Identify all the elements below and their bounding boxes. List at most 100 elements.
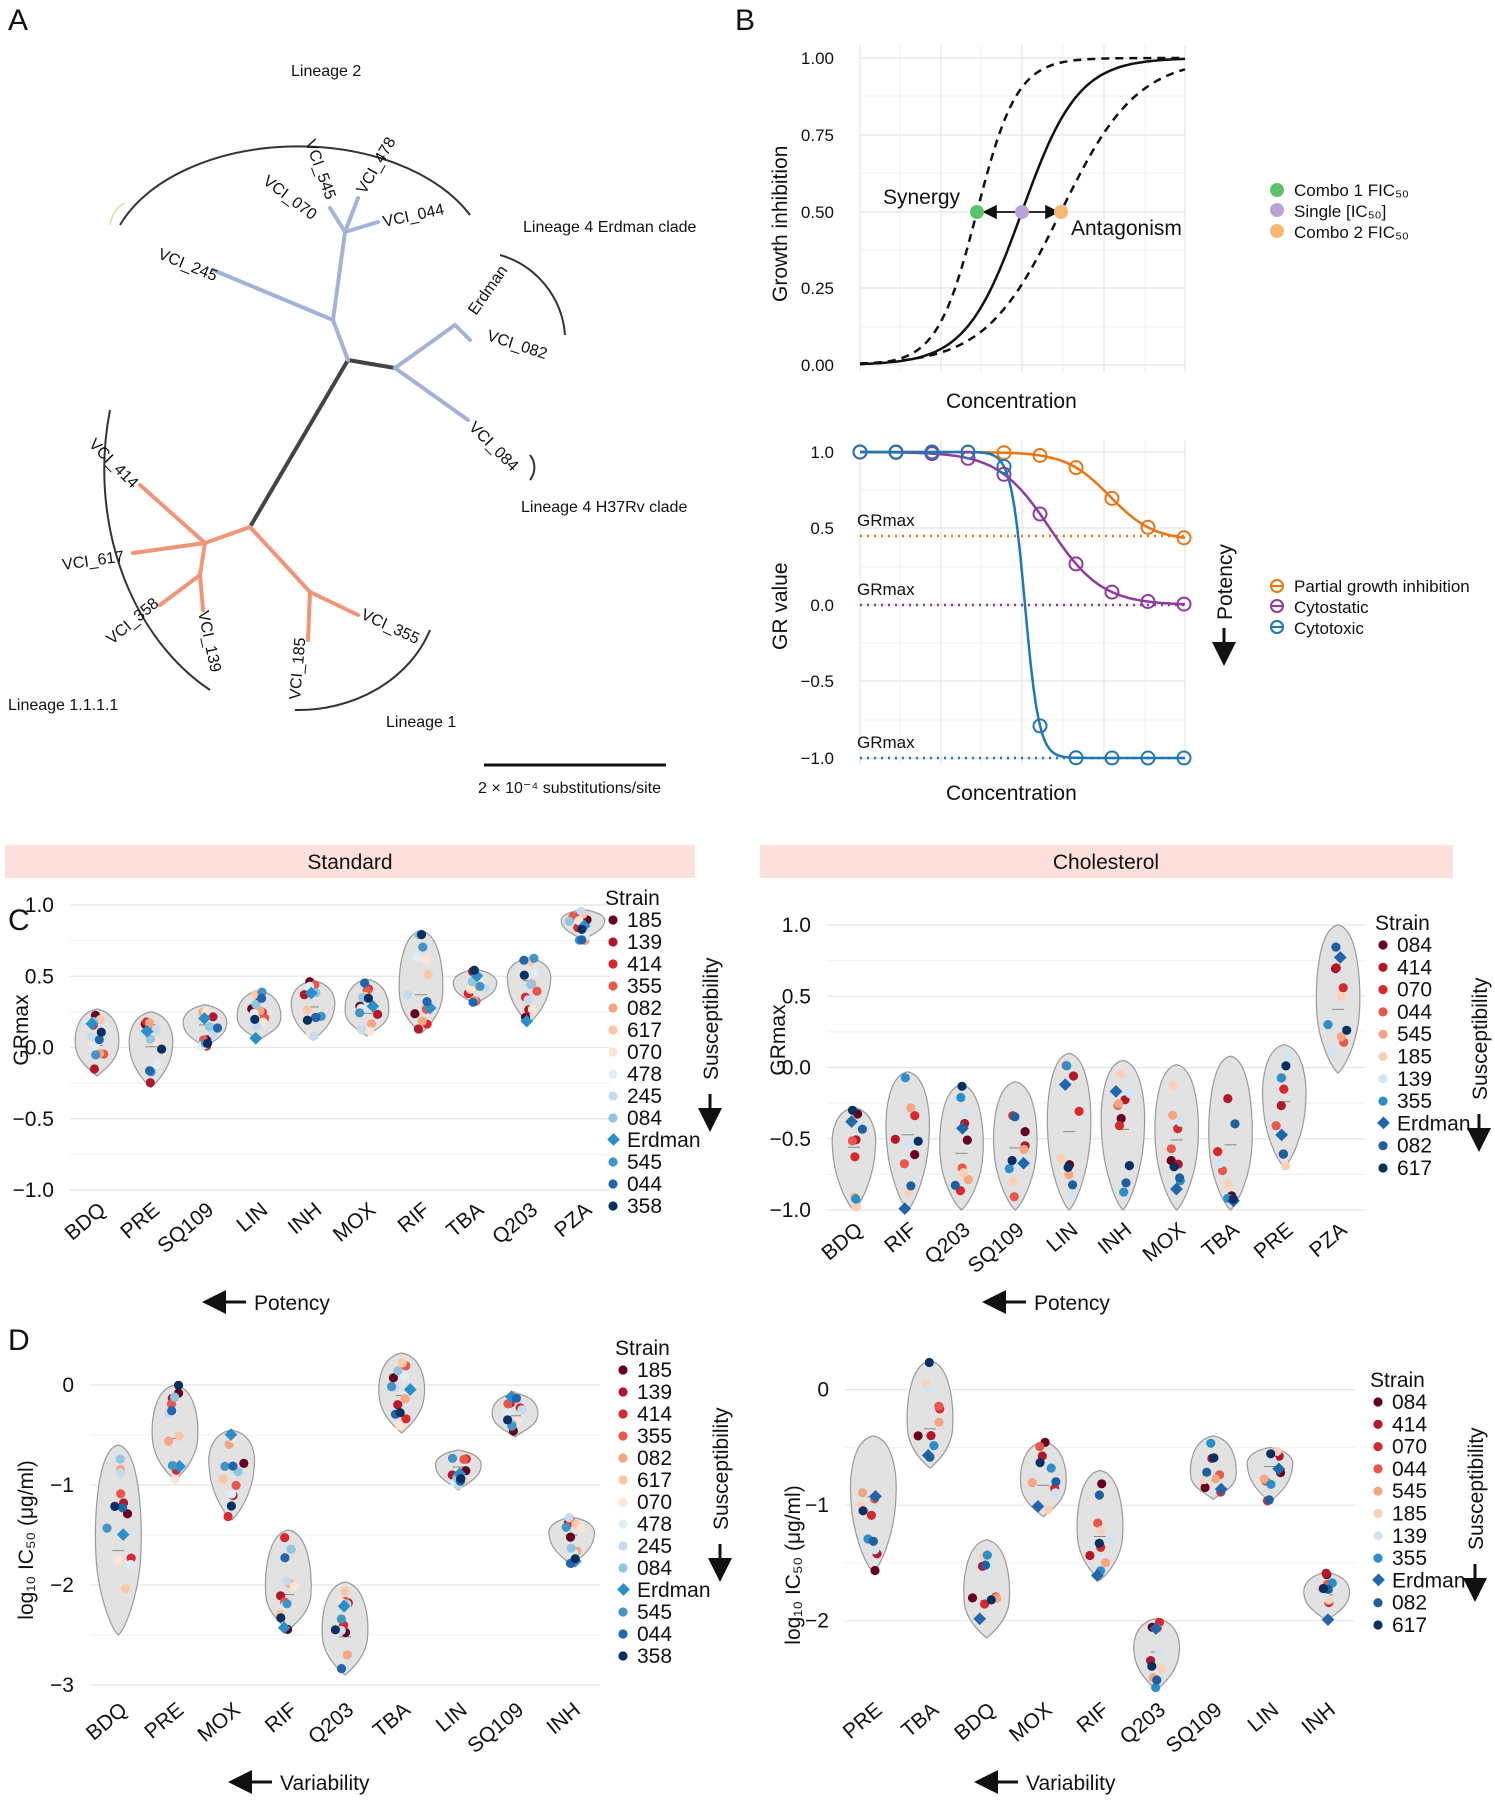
strain-point: [400, 1394, 410, 1404]
xtick-label: MOX: [1005, 1698, 1056, 1746]
strain-point: [1200, 1482, 1210, 1493]
strain-point: [145, 1034, 155, 1044]
strain-point: [565, 1532, 576, 1542]
strain-point: [850, 1152, 860, 1162]
strain-legend-label: 617: [1397, 1157, 1432, 1180]
strain-legend-icon: [1378, 1007, 1388, 1017]
xtick-label: INH: [1094, 1218, 1136, 1259]
combo1-point: [970, 205, 984, 219]
gr-point: [1140, 519, 1156, 535]
strain-legend-label: 617: [1392, 1614, 1427, 1637]
grmax-label-partial: GRmax: [857, 511, 915, 530]
strain-point: [1114, 1121, 1125, 1131]
strain-point: [1266, 1479, 1276, 1489]
ytick-label: 1.0: [782, 914, 811, 937]
gr-point: [1068, 460, 1084, 476]
strain-point: [251, 999, 261, 1010]
strain-legend-icon: [618, 1497, 628, 1507]
strain-point: [1066, 1189, 1076, 1199]
strain-legend-icon: [1378, 1141, 1388, 1151]
strain-point: [906, 1103, 916, 1113]
strain-point: [417, 1016, 427, 1026]
strain-point: [1064, 1170, 1074, 1180]
strain-legend-label: 070: [1397, 979, 1432, 1002]
strain-legend-icon: [1378, 985, 1388, 995]
strain-point: [1266, 1449, 1276, 1459]
violin: [208, 1429, 256, 1521]
strain-point: [1228, 1194, 1238, 1204]
strain-point: [564, 916, 574, 927]
strain-point: [1125, 1089, 1135, 1099]
legend-cytotoxic: Cytotoxic: [1294, 619, 1364, 638]
ytick-label: −1: [50, 1474, 74, 1497]
strain-legend-icon: [1373, 1598, 1383, 1608]
gr-ylabel: GR value: [769, 562, 792, 650]
strain-point: [475, 981, 485, 992]
strain-legend-label: 358: [627, 1195, 662, 1218]
strain-legend-icon: [1373, 1464, 1383, 1474]
ytick-label: −0.5: [770, 1128, 811, 1151]
strain-point: [395, 1408, 405, 1418]
strain-legend-label: 414: [627, 953, 662, 976]
panel-label-a: A: [8, 4, 28, 37]
strain-point: [1004, 1164, 1014, 1174]
strain-point: [1056, 1153, 1066, 1163]
strain-legend-label: 617: [637, 1469, 672, 1492]
strain-point: [1264, 1495, 1274, 1505]
strain-legend-label: 070: [1392, 1436, 1427, 1459]
xtick-label: SQ109: [153, 1198, 218, 1258]
strain-legend-title: Strain: [615, 1337, 670, 1360]
strain-point: [532, 986, 542, 996]
strain-point: [423, 970, 433, 980]
strain-point: [227, 1489, 237, 1499]
strain-point: [421, 955, 431, 965]
legend-combo1: Combo 1 FIC₅₀: [1294, 181, 1409, 200]
facet-strip-standard: [5, 845, 695, 878]
strain-legend-label: 478: [637, 1513, 672, 1536]
strain-point: [962, 1135, 972, 1145]
strain-point: [1109, 1085, 1123, 1098]
strain-legend-label: 355: [627, 975, 662, 998]
synergy-curve: [859, 56, 1185, 366]
strain-point: [1051, 1488, 1061, 1498]
strain-point: [858, 1488, 868, 1498]
gr-ytick-m1: −1.0: [800, 749, 834, 768]
strain-legend-label: 185: [627, 909, 662, 932]
tip-414: VCI_414: [85, 436, 141, 492]
gr-ytick-05: 0.5: [810, 519, 834, 538]
strain-point: [309, 1031, 319, 1041]
gr-point: [1032, 448, 1048, 463]
gr-point: [960, 450, 976, 466]
xtick-label: INH: [542, 1698, 584, 1739]
strain-legend-icon: [607, 1133, 620, 1146]
strain-point: [282, 1576, 292, 1586]
strain-point: [1275, 1128, 1289, 1142]
y-axis-title: GRmax: [767, 1004, 790, 1076]
violin: [993, 1081, 1038, 1211]
strain-point: [403, 990, 413, 1000]
strain-point: [870, 1565, 880, 1576]
lineage-4-h37rv-label: Lineage 4 H37Rv clade: [521, 499, 687, 516]
strain-point: [388, 1373, 398, 1383]
strain-point: [356, 1025, 366, 1035]
strain-point: [950, 1180, 960, 1190]
gr-point: [852, 444, 868, 460]
strain-point: [257, 993, 267, 1004]
strain-legend-icon: [618, 1651, 628, 1661]
tip-084: VCI_084: [465, 419, 521, 475]
strain-point: [1342, 1025, 1352, 1035]
xtick-label: PZA: [550, 1198, 596, 1242]
strain-legend-title: Strain: [1375, 912, 1430, 935]
strain-point: [205, 1022, 215, 1032]
strain-point: [1116, 1113, 1126, 1124]
xtick-label: INH: [284, 1198, 326, 1239]
xtick-label: PRE: [1250, 1218, 1298, 1263]
strain-point: [868, 1536, 879, 1546]
strain-legend-label: 478: [627, 1063, 662, 1086]
strain-point: [447, 1453, 458, 1463]
strain-legend-icon: [1373, 1486, 1383, 1496]
strain-point: [170, 1392, 180, 1402]
lineage-4-erdman-label: Lineage 4 Erdman clade: [523, 219, 697, 236]
y-axis-title: GRmax: [10, 994, 33, 1066]
strain-point: [1279, 1084, 1289, 1094]
